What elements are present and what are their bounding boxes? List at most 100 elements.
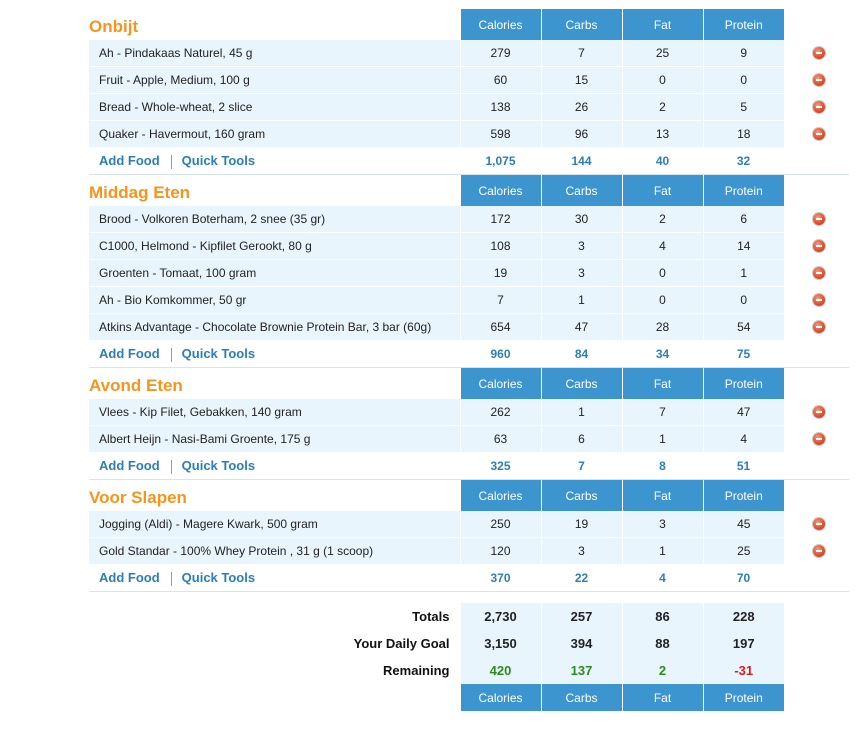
food-protein: 9 (702, 40, 784, 67)
meal-total-protein: 75 (703, 340, 784, 368)
food-carbs: 3 (540, 537, 622, 565)
meal-total-protein: 51 (703, 452, 784, 480)
remove-icon[interactable] (812, 432, 825, 445)
remove-cell (788, 93, 849, 121)
quick-tools-link[interactable]: Quick Tools (181, 570, 256, 586)
remove-cell (788, 120, 849, 148)
meal-total-row: Add Food Quick Tools 325 7 8 51 (89, 452, 849, 480)
food-name[interactable]: Atkins Advantage - Chocolate Brownie Pro… (89, 313, 460, 341)
food-calories: 60 (459, 66, 541, 94)
remove-icon[interactable] (812, 544, 825, 557)
column-header-carbs: Carbs (540, 174, 622, 206)
quick-tools-link[interactable]: Quick Tools (181, 458, 256, 474)
remove-icon[interactable] (812, 517, 825, 530)
remove-icon[interactable] (812, 293, 825, 306)
food-protein: 18 (702, 120, 784, 148)
column-header-protein: Protein (702, 174, 784, 206)
meal-header-row: Onbijt Calories Carbs Fat Protein (89, 9, 849, 40)
food-name[interactable]: Ah - Bio Komkommer, 50 gr (89, 286, 460, 314)
column-header-carbs: Carbs (540, 479, 622, 511)
add-food-link[interactable]: Add Food (99, 458, 160, 474)
spacer-cell (784, 425, 788, 453)
food-row: Jogging (Aldi) - Magere Kwark, 500 gram 2… (89, 511, 849, 538)
food-name[interactable]: Vlees - Kip Filet, Gebakken, 140 gram (89, 399, 460, 426)
meal-total-carbs: 22 (541, 564, 622, 592)
remove-icon[interactable] (812, 239, 825, 252)
food-fat: 13 (621, 120, 703, 148)
food-calories: 172 (459, 206, 541, 233)
food-name[interactable]: Quaker - Havermout, 160 gram (89, 120, 460, 148)
food-protein: 45 (702, 511, 784, 538)
food-carbs: 19 (540, 511, 622, 538)
food-calories: 262 (459, 399, 541, 426)
food-carbs: 96 (540, 120, 622, 148)
footer-header-row: Calories Carbs Fat Protein (89, 684, 849, 711)
summary-remaining-carbs: 137 (540, 657, 622, 684)
remove-icon[interactable] (812, 73, 825, 86)
add-food-link[interactable]: Add Food (99, 570, 160, 586)
food-protein: 0 (702, 66, 784, 94)
meal-total-carbs: 144 (541, 147, 622, 175)
food-carbs: 6 (540, 425, 622, 453)
meal-title: Avond Eten (89, 376, 183, 395)
food-name[interactable]: Albert Heijn - Nasi-Bami Groente, 175 g (89, 425, 460, 453)
footer-column-calories: Calories (459, 684, 541, 711)
column-header-carbs: Carbs (540, 367, 622, 399)
food-row: Ah - Pindakaas Naturel, 45 g 279 7 25 9 (89, 40, 849, 67)
quick-tools-link[interactable]: Quick Tools (181, 346, 256, 362)
spacer-cell (784, 286, 788, 314)
column-header-protein: Protein (702, 367, 784, 399)
food-fat: 0 (621, 286, 703, 314)
food-protein: 54 (702, 313, 784, 341)
meal-total-calories: 325 (460, 452, 541, 480)
food-row: C1000, Helmond - Kipfilet Gerookt, 80 g 1… (89, 232, 849, 260)
food-carbs: 1 (540, 286, 622, 314)
remove-icon[interactable] (812, 320, 825, 333)
food-name[interactable]: Groenten - Tomaat, 100 gram (89, 259, 460, 287)
meal-total-calories: 1,075 (460, 147, 541, 175)
food-name[interactable]: Brood - Volkoren Boterham, 2 snee (35 gr… (89, 206, 460, 233)
add-food-link[interactable]: Add Food (99, 153, 160, 169)
food-name[interactable]: C1000, Helmond - Kipfilet Gerookt, 80 g (89, 232, 460, 260)
food-name[interactable]: Ah - Pindakaas Naturel, 45 g (89, 40, 460, 67)
quick-tools-link[interactable]: Quick Tools (181, 153, 256, 169)
meal-header-row: Avond Eten Calories Carbs Fat Protein (89, 367, 849, 400)
meal-total-row: Add Food Quick Tools 960 84 34 75 (89, 340, 849, 368)
remove-icon[interactable] (812, 405, 825, 418)
column-header-calories: Calories (459, 9, 541, 40)
spacer-cell (788, 368, 849, 400)
food-name[interactable]: Jogging (Aldi) - Magere Kwark, 500 gram (89, 511, 460, 538)
food-protein: 25 (702, 537, 784, 565)
food-name[interactable]: Fruit - Apple, Medium, 100 g (89, 66, 460, 94)
remove-cell (788, 511, 849, 538)
meal-links: Add Food Quick Tools (89, 340, 460, 368)
food-fat: 2 (621, 93, 703, 121)
remove-icon[interactable] (812, 100, 825, 113)
food-carbs: 3 (540, 259, 622, 287)
remove-cell (788, 313, 849, 341)
add-food-link[interactable]: Add Food (99, 346, 160, 362)
link-divider (170, 571, 172, 586)
column-header-fat: Fat (621, 479, 703, 511)
food-name[interactable]: Bread - Whole-wheat, 2 slice (89, 93, 460, 121)
food-fat: 0 (621, 259, 703, 287)
remove-icon[interactable] (812, 266, 825, 279)
food-carbs: 30 (540, 206, 622, 233)
food-protein: 14 (702, 232, 784, 260)
food-name[interactable]: Gold Standar - 100% Whey Protein , 31 g … (89, 537, 460, 565)
food-carbs: 47 (540, 313, 622, 341)
remove-icon[interactable] (812, 127, 825, 140)
food-protein: 1 (702, 259, 784, 287)
meal-total-row: Add Food Quick Tools 1,075 144 40 32 (89, 147, 849, 175)
section-spacer (89, 592, 849, 604)
summary-totals-calories: 2,730 (459, 603, 541, 630)
remove-icon[interactable] (812, 212, 825, 225)
remove-cell (788, 425, 849, 453)
summary-remaining-calories: 420 (459, 657, 541, 684)
spacer-cell (788, 684, 849, 711)
spacer-cell (784, 259, 788, 287)
food-carbs: 7 (540, 40, 622, 67)
meal-total-fat: 34 (622, 340, 703, 368)
remove-icon[interactable] (812, 46, 825, 59)
summary-remaining-protein: -31 (702, 657, 784, 684)
